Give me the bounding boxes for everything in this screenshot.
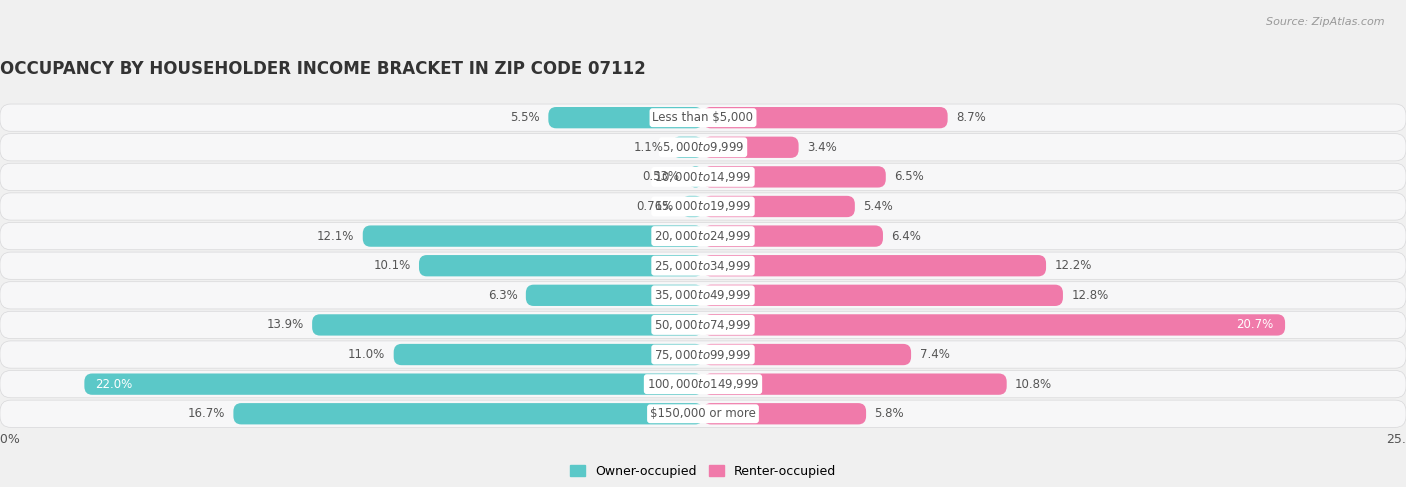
Text: 11.0%: 11.0% — [349, 348, 385, 361]
FancyBboxPatch shape — [703, 255, 1046, 276]
Text: $150,000 or more: $150,000 or more — [650, 407, 756, 420]
FancyBboxPatch shape — [703, 225, 883, 247]
Text: 1.1%: 1.1% — [634, 141, 664, 154]
Text: 5.5%: 5.5% — [510, 111, 540, 124]
Text: 0.76%: 0.76% — [636, 200, 673, 213]
FancyBboxPatch shape — [0, 133, 1406, 161]
Text: 12.2%: 12.2% — [1054, 259, 1092, 272]
FancyBboxPatch shape — [419, 255, 703, 276]
FancyBboxPatch shape — [703, 137, 799, 158]
FancyBboxPatch shape — [703, 166, 886, 187]
FancyBboxPatch shape — [394, 344, 703, 365]
FancyBboxPatch shape — [703, 403, 866, 424]
FancyBboxPatch shape — [0, 311, 1406, 338]
Text: $15,000 to $19,999: $15,000 to $19,999 — [654, 200, 752, 213]
FancyBboxPatch shape — [0, 400, 1406, 428]
FancyBboxPatch shape — [0, 223, 1406, 250]
Text: 5.4%: 5.4% — [863, 200, 893, 213]
Text: $75,000 to $99,999: $75,000 to $99,999 — [654, 348, 752, 361]
Text: $5,000 to $9,999: $5,000 to $9,999 — [662, 140, 744, 154]
FancyBboxPatch shape — [233, 403, 703, 424]
Text: 10.1%: 10.1% — [374, 259, 411, 272]
Text: 10.8%: 10.8% — [1015, 377, 1052, 391]
FancyBboxPatch shape — [0, 281, 1406, 309]
Text: 3.4%: 3.4% — [807, 141, 837, 154]
FancyBboxPatch shape — [703, 314, 1285, 336]
Text: $100,000 to $149,999: $100,000 to $149,999 — [647, 377, 759, 391]
Text: 0.53%: 0.53% — [643, 170, 679, 184]
Text: 6.4%: 6.4% — [891, 229, 921, 243]
FancyBboxPatch shape — [363, 225, 703, 247]
Text: $10,000 to $14,999: $10,000 to $14,999 — [654, 170, 752, 184]
FancyBboxPatch shape — [0, 252, 1406, 280]
Text: 12.1%: 12.1% — [316, 229, 354, 243]
Text: $20,000 to $24,999: $20,000 to $24,999 — [654, 229, 752, 243]
Text: Source: ZipAtlas.com: Source: ZipAtlas.com — [1267, 17, 1385, 27]
FancyBboxPatch shape — [703, 285, 1063, 306]
Text: 6.3%: 6.3% — [488, 289, 517, 302]
FancyBboxPatch shape — [548, 107, 703, 128]
Legend: Owner-occupied, Renter-occupied: Owner-occupied, Renter-occupied — [567, 461, 839, 482]
FancyBboxPatch shape — [84, 374, 703, 395]
FancyBboxPatch shape — [0, 104, 1406, 131]
Text: 22.0%: 22.0% — [96, 377, 132, 391]
FancyBboxPatch shape — [703, 344, 911, 365]
Text: $35,000 to $49,999: $35,000 to $49,999 — [654, 288, 752, 302]
Text: 8.7%: 8.7% — [956, 111, 986, 124]
FancyBboxPatch shape — [0, 193, 1406, 220]
Text: 13.9%: 13.9% — [267, 318, 304, 332]
FancyBboxPatch shape — [0, 163, 1406, 190]
FancyBboxPatch shape — [0, 371, 1406, 398]
Text: Less than $5,000: Less than $5,000 — [652, 111, 754, 124]
FancyBboxPatch shape — [312, 314, 703, 336]
Text: $50,000 to $74,999: $50,000 to $74,999 — [654, 318, 752, 332]
Text: 20.7%: 20.7% — [1237, 318, 1274, 332]
Text: 12.8%: 12.8% — [1071, 289, 1108, 302]
FancyBboxPatch shape — [703, 196, 855, 217]
Text: 6.5%: 6.5% — [894, 170, 924, 184]
Text: 5.8%: 5.8% — [875, 407, 904, 420]
FancyBboxPatch shape — [703, 107, 948, 128]
FancyBboxPatch shape — [688, 166, 703, 187]
FancyBboxPatch shape — [672, 137, 703, 158]
FancyBboxPatch shape — [0, 341, 1406, 368]
FancyBboxPatch shape — [682, 196, 703, 217]
FancyBboxPatch shape — [703, 374, 1007, 395]
Text: 16.7%: 16.7% — [187, 407, 225, 420]
Text: $25,000 to $34,999: $25,000 to $34,999 — [654, 259, 752, 273]
Text: 7.4%: 7.4% — [920, 348, 949, 361]
Text: OCCUPANCY BY HOUSEHOLDER INCOME BRACKET IN ZIP CODE 07112: OCCUPANCY BY HOUSEHOLDER INCOME BRACKET … — [0, 60, 645, 78]
FancyBboxPatch shape — [526, 285, 703, 306]
